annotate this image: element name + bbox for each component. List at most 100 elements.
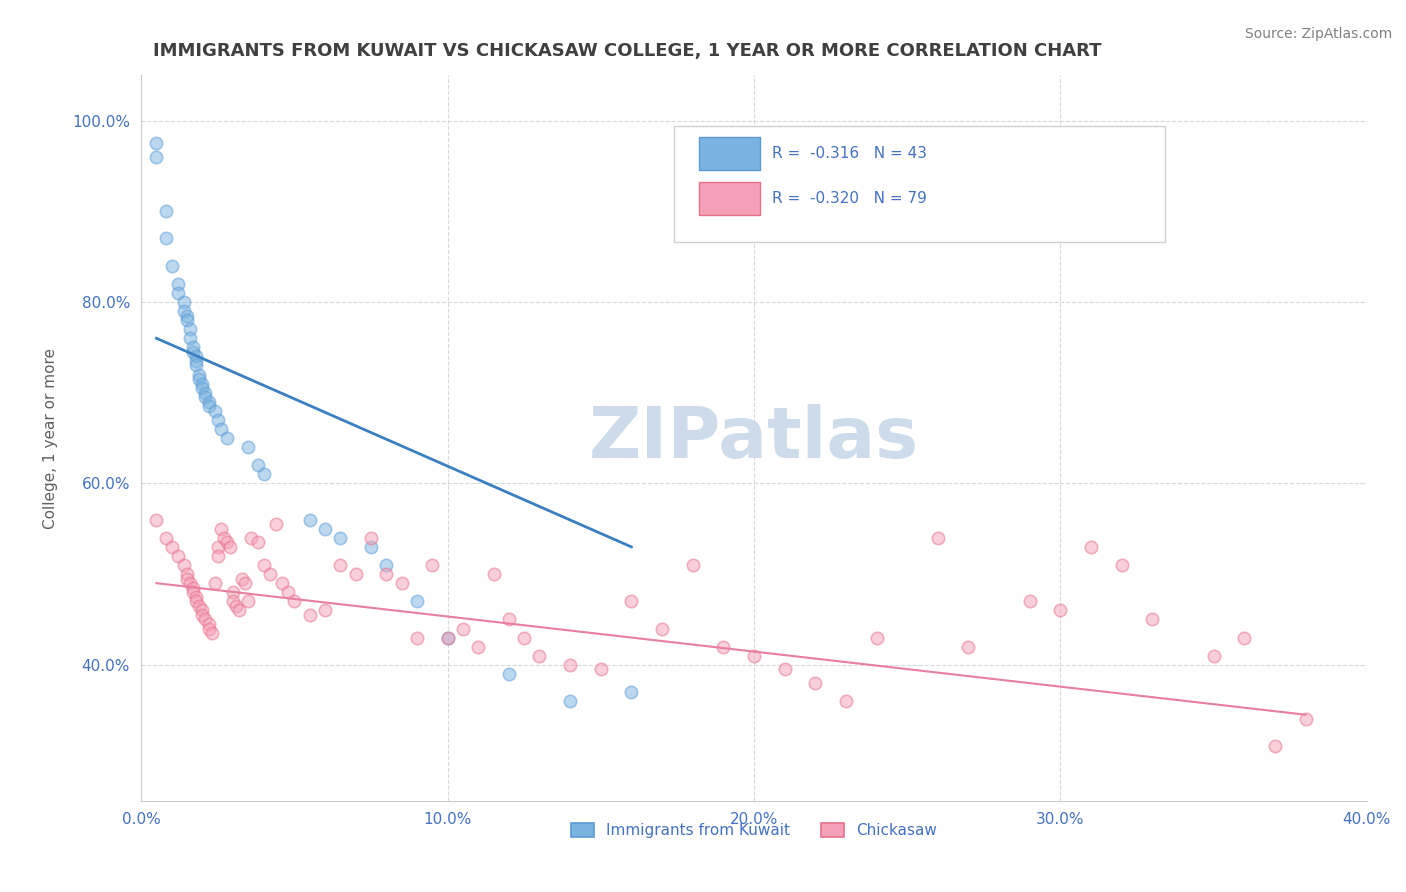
- FancyBboxPatch shape: [675, 126, 1164, 242]
- Point: [176, 309, 198, 323]
- Point: [212, 531, 235, 545]
- Point: [191, 603, 214, 617]
- Point: [360, 531, 382, 545]
- Point: [620, 685, 643, 699]
- Point: [1049, 603, 1071, 617]
- Point: [513, 631, 536, 645]
- Point: [804, 676, 827, 690]
- Point: [207, 549, 229, 563]
- Point: [176, 572, 198, 586]
- Point: [209, 422, 232, 436]
- Point: [181, 344, 204, 359]
- Point: [173, 295, 195, 310]
- Point: [145, 513, 167, 527]
- Point: [589, 662, 612, 676]
- Point: [498, 666, 520, 681]
- Point: [927, 531, 949, 545]
- Point: [558, 657, 581, 672]
- Point: [228, 603, 250, 617]
- Point: [957, 640, 980, 654]
- Point: [264, 517, 287, 532]
- Point: [1202, 648, 1225, 663]
- Point: [167, 285, 190, 300]
- Point: [1233, 631, 1256, 645]
- Point: [682, 558, 704, 572]
- Point: [835, 694, 858, 708]
- Point: [167, 277, 190, 291]
- Point: [197, 617, 219, 632]
- Point: [246, 535, 269, 549]
- Point: [298, 513, 321, 527]
- Point: [773, 662, 796, 676]
- Point: [207, 413, 229, 427]
- Text: R =  -0.316   N = 43: R = -0.316 N = 43: [772, 146, 928, 161]
- Point: [277, 585, 299, 599]
- Point: [711, 640, 734, 654]
- Point: [298, 607, 321, 622]
- Point: [1111, 558, 1133, 572]
- Point: [271, 576, 294, 591]
- Point: [742, 648, 765, 663]
- Point: [191, 376, 214, 391]
- Point: [155, 531, 177, 545]
- Point: [420, 558, 443, 572]
- FancyBboxPatch shape: [699, 182, 761, 215]
- Point: [204, 404, 226, 418]
- Point: [215, 535, 238, 549]
- Point: [186, 590, 208, 604]
- Point: [231, 572, 253, 586]
- Point: [620, 594, 643, 608]
- Text: R =  -0.320   N = 79: R = -0.320 N = 79: [772, 191, 927, 206]
- Point: [1080, 540, 1102, 554]
- Point: [176, 313, 198, 327]
- Point: [145, 136, 167, 151]
- Point: [160, 540, 183, 554]
- Point: [188, 368, 211, 382]
- Point: [1142, 612, 1164, 626]
- Point: [253, 558, 276, 572]
- Point: [238, 440, 260, 454]
- Point: [1018, 594, 1040, 608]
- Point: [329, 558, 352, 572]
- Point: [219, 540, 242, 554]
- Point: [155, 231, 177, 245]
- Point: [197, 399, 219, 413]
- Point: [179, 331, 201, 345]
- Point: [209, 522, 232, 536]
- Point: [436, 631, 458, 645]
- Text: Source: ZipAtlas.com: Source: ZipAtlas.com: [1244, 27, 1392, 41]
- Point: [467, 640, 489, 654]
- Point: [207, 540, 229, 554]
- Point: [160, 259, 183, 273]
- Point: [451, 622, 474, 636]
- Point: [181, 581, 204, 595]
- Point: [188, 599, 211, 613]
- Point: [246, 458, 269, 473]
- Point: [204, 576, 226, 591]
- Text: IMMIGRANTS FROM KUWAIT VS CHICKASAW COLLEGE, 1 YEAR OR MORE CORRELATION CHART: IMMIGRANTS FROM KUWAIT VS CHICKASAW COLL…: [153, 42, 1102, 60]
- Point: [167, 549, 190, 563]
- Point: [173, 304, 195, 318]
- Point: [406, 594, 429, 608]
- Legend: Immigrants from Kuwait, Chickasaw: Immigrants from Kuwait, Chickasaw: [565, 817, 943, 844]
- Point: [406, 631, 429, 645]
- Point: [375, 558, 398, 572]
- Point: [314, 522, 336, 536]
- Point: [222, 594, 245, 608]
- Point: [865, 631, 887, 645]
- Point: [360, 540, 382, 554]
- Point: [222, 585, 245, 599]
- Point: [558, 694, 581, 708]
- Point: [1295, 712, 1317, 726]
- FancyBboxPatch shape: [699, 136, 761, 170]
- Point: [200, 626, 222, 640]
- Point: [314, 603, 336, 617]
- Point: [498, 612, 520, 626]
- Point: [215, 431, 238, 445]
- Point: [194, 385, 217, 400]
- Point: [375, 567, 398, 582]
- Point: [186, 350, 208, 364]
- Point: [197, 394, 219, 409]
- Point: [181, 585, 204, 599]
- Point: [179, 576, 201, 591]
